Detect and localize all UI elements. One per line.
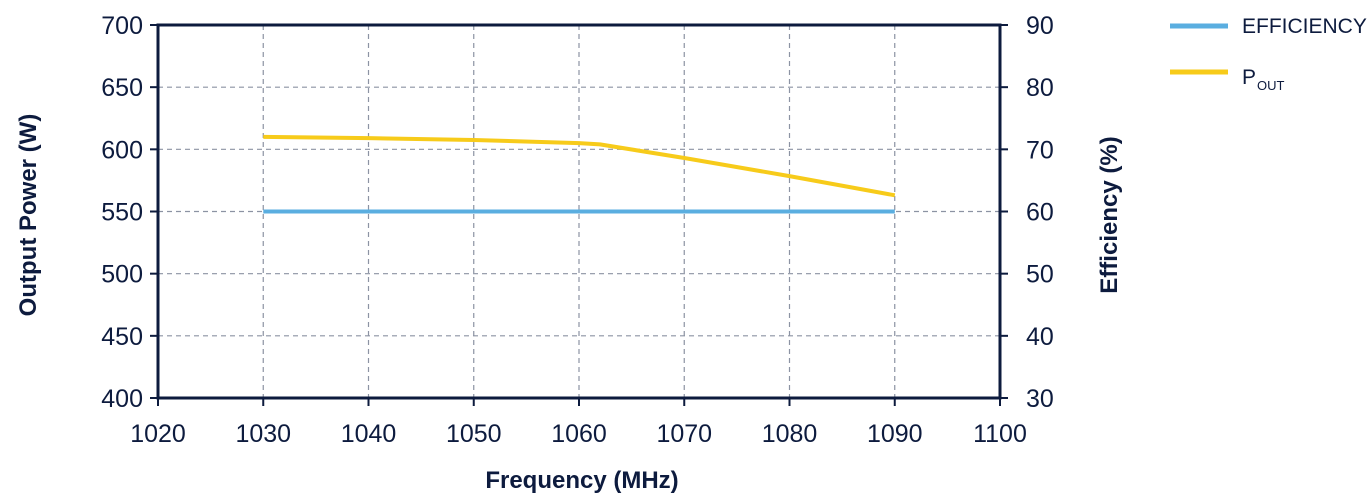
right-tick-label: 90 [1026,12,1054,40]
x-tick-label: 1090 [867,420,923,448]
right-tick-label: 80 [1026,74,1054,102]
right-tick-label: 30 [1026,385,1054,413]
left-tick-label: 550 [101,199,143,227]
left-tick-label: 400 [101,385,143,413]
x-tick-label: 1100 [973,420,1027,448]
x-tick-label: 1040 [341,420,397,448]
x-tick-label: 1030 [235,420,291,448]
right-tick-label: 40 [1026,323,1054,351]
legend: EFFICIENCY P OUT [1170,15,1367,93]
ticks: 1020 1030 1040 1050 1060 1070 1080 1090 1100 400 4… [101,12,1054,448]
right-tick-label: 60 [1026,199,1054,227]
left-tick-label: 700 [101,12,143,40]
grid [158,25,1000,398]
legend-label-pout: P [1242,66,1256,89]
series-line-pout [263,134,896,198]
x-axis-title: Frequency (MHz) [485,467,678,494]
legend-label-pout-subscript: OUT [1257,78,1285,93]
left-tick-label: 450 [101,323,143,351]
left-tick-label: 600 [101,136,143,164]
legend-label-efficiency: EFFICIENCY [1242,15,1367,38]
x-tick-label: 1070 [656,420,712,448]
x-tick-label: 1020 [130,420,186,448]
right-tick-label: 50 [1026,261,1054,289]
x-tick-label: 1060 [551,420,607,448]
x-tick-label: 1050 [446,420,502,448]
left-tick-label: 650 [101,74,143,102]
right-tick-label: 70 [1026,136,1054,164]
series-layer [263,134,896,214]
left-tick-label: 500 [101,261,143,289]
right-axis-title: Efficiency (%) [1096,136,1123,293]
x-tick-label: 1080 [762,420,818,448]
left-axis-title: Output Power (W) [15,114,42,317]
